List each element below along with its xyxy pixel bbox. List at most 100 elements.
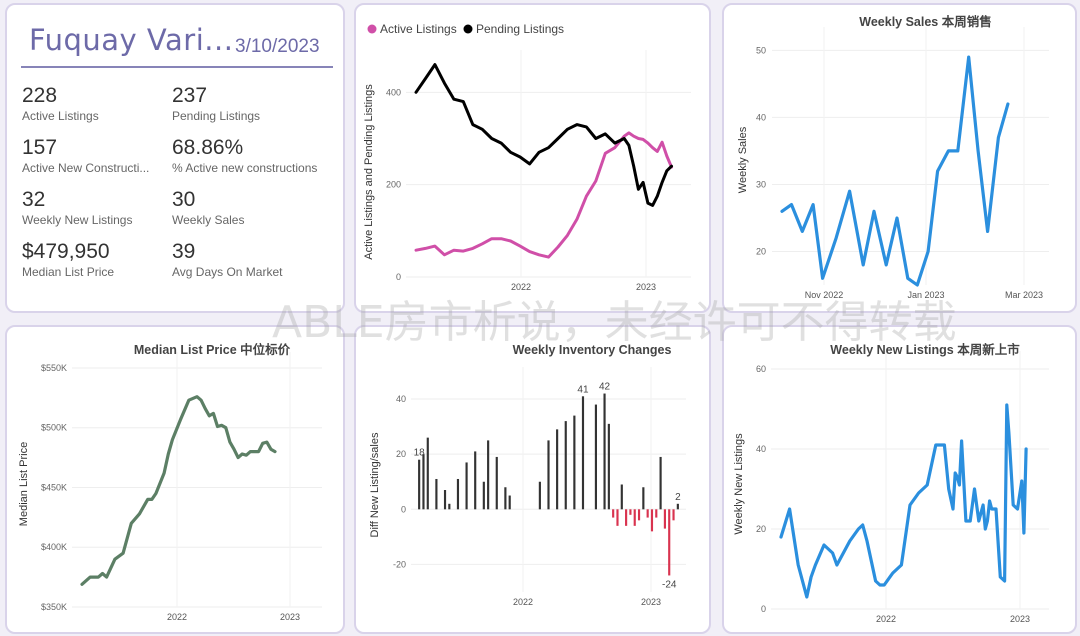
kpi-avg-days-on-market: 39 Avg Days On Market	[172, 240, 322, 280]
bar	[672, 509, 675, 521]
legend-marker	[367, 24, 377, 34]
legend-label: Pending Listings	[476, 22, 564, 36]
data-label: 2	[675, 492, 681, 503]
y-tick-label: $400K	[41, 542, 67, 552]
bar	[668, 509, 671, 576]
bar	[456, 478, 460, 510]
bar	[642, 487, 645, 510]
bar	[633, 509, 636, 526]
bar	[603, 393, 606, 510]
data-label: -24	[662, 579, 677, 590]
bar	[435, 478, 438, 510]
weekly-sales-chart: 20 30 40 50 Nov 2022 Jan 2023 Mar 2023 Weekly S…	[737, 14, 1049, 300]
bar	[418, 459, 421, 510]
kpi-value: 30	[172, 188, 196, 211]
new-listings-chart-card: 0 20 40 60 2022 2023 Weekly New Listings Weekly…	[722, 325, 1077, 634]
kpi-value: 237	[172, 84, 208, 107]
x-tick-label: 2022	[511, 282, 531, 292]
data-label: 42	[599, 382, 611, 393]
median-price-chart-card: $350K $400K $450K $500K $550K 2022 2023 Median …	[5, 325, 345, 634]
y-tick-label: $450K	[41, 482, 67, 492]
kpi-label: Avg Days On Market	[172, 265, 283, 279]
kpi-label: Median List Price	[22, 265, 115, 279]
bar	[612, 509, 615, 518]
inventory-chart: -20 0 20 40 2022 2023 Diff New Listing/sales We…	[369, 343, 686, 607]
y-tick-label: -20	[393, 559, 406, 569]
bar	[650, 509, 654, 532]
bar	[659, 456, 662, 510]
y-tick-label: 200	[386, 180, 401, 190]
kpi-label: Active New Constructi...	[22, 161, 150, 175]
series-line	[780, 55, 1010, 287]
kpi-label: Active Listings	[22, 109, 99, 123]
bar	[676, 503, 679, 510]
bar	[581, 396, 585, 510]
bar	[448, 503, 451, 510]
kpi-value: 39	[172, 240, 196, 263]
bar	[663, 509, 666, 529]
x-tick-label: 2022	[167, 612, 187, 622]
kpi-value: 228	[22, 84, 58, 107]
y-tick-label: 400	[386, 87, 401, 97]
kpi-value: 32	[22, 188, 46, 211]
kpi-card: Fuquay Vari... 3/10/2023 228 Active List…	[5, 3, 345, 313]
y-tick-label: 20	[396, 449, 406, 459]
y-axis-label: Active Listings and Pending Listings	[363, 84, 375, 260]
y-axis-label: Diff New Listing/sales	[369, 432, 381, 537]
y-tick-label: 40	[396, 394, 406, 404]
x-tick-label: 2023	[1010, 614, 1030, 624]
y-tick-label: 0	[401, 504, 406, 514]
kpi-value: 68.86%	[172, 136, 244, 159]
bar	[482, 481, 485, 510]
city-title: Fuquay Vari...	[29, 23, 234, 57]
median-price-chart: $350K $400K $450K $500K $550K 2022 2023 Median …	[18, 342, 322, 622]
kpi-label: % Active new constructions	[172, 161, 318, 175]
y-tick-label: 20	[756, 524, 766, 534]
bar	[465, 462, 468, 510]
bar	[646, 509, 649, 518]
y-tick-label: $500K	[41, 423, 67, 433]
chart-title: Weekly Inventory Changes	[513, 343, 672, 357]
kpi-weekly-new-listings: 32 Weekly New Listings	[22, 188, 172, 228]
inventory-chart-card: -20 0 20 40 2022 2023 Diff New Listing/sales We…	[354, 325, 711, 634]
kpi-weekly-sales: 30 Weekly Sales	[172, 188, 322, 228]
bar	[594, 404, 598, 510]
data-label: 41	[577, 384, 589, 395]
bar	[508, 495, 511, 510]
x-tick-label: 2023	[636, 282, 656, 292]
series-line	[414, 63, 673, 207]
kpi-active-listings: 228 Active Listings	[22, 84, 172, 124]
bar	[443, 490, 447, 510]
bar	[556, 429, 559, 510]
legend-marker	[463, 24, 473, 34]
y-tick-label: 30	[756, 179, 766, 189]
x-tick-label: 2022	[876, 614, 896, 624]
y-tick-label: 20	[756, 246, 766, 256]
bar	[547, 440, 550, 510]
title-divider	[21, 66, 333, 68]
y-tick-label: 0	[761, 604, 766, 614]
listings-chart-card: 0 200 400 2022 2023 Active Listings and Pendi…	[354, 3, 711, 313]
bar	[629, 509, 632, 515]
series-line	[414, 131, 673, 259]
kpi-label: Pending Listings	[172, 109, 261, 123]
series-line	[80, 395, 277, 586]
bar	[504, 487, 507, 510]
kpi-label: Weekly New Listings	[22, 213, 133, 227]
x-tick-label: 2023	[280, 612, 300, 622]
bar	[607, 423, 610, 510]
bar	[426, 437, 429, 510]
x-tick-label: 2022	[513, 597, 533, 607]
y-tick-label: 50	[756, 45, 766, 55]
kpi-median-list-price: $479,950 Median List Price	[22, 240, 172, 280]
kpi-active-new-construction: 157 Active New Constructi...	[22, 136, 162, 176]
x-tick-label: Nov 2022	[805, 290, 844, 300]
y-tick-label: 0	[396, 272, 401, 282]
weekly-sales-chart-card: 20 30 40 50 Nov 2022 Jan 2023 Mar 2023 Weekly S…	[722, 3, 1077, 313]
x-tick-label: Jan 2023	[907, 290, 944, 300]
y-tick-label: 60	[756, 364, 766, 374]
y-axis-label: Median List Price	[18, 442, 30, 526]
y-axis-label: Weekly New Listings	[733, 433, 745, 535]
bar	[655, 509, 658, 518]
data-label: 18	[414, 448, 426, 459]
